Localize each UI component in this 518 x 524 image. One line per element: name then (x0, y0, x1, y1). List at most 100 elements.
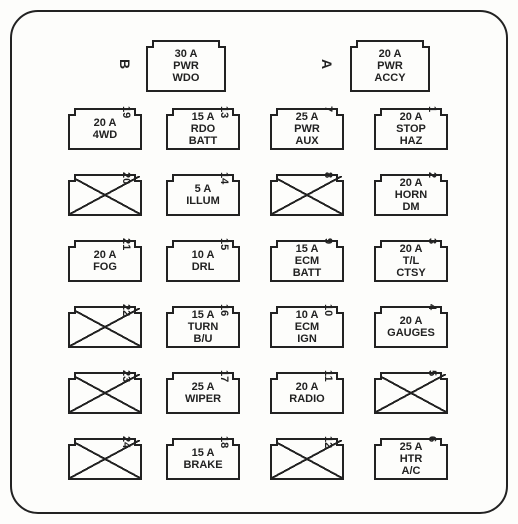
fuse-number: 1 (426, 106, 438, 126)
fuse-label-line: TURN (188, 321, 219, 333)
notch-icon (146, 40, 154, 48)
notch-icon (68, 306, 76, 314)
notch-icon (270, 240, 278, 248)
notch-icon (270, 438, 278, 446)
fuse-label-line: GAUGES (387, 327, 435, 339)
notch-icon (270, 306, 278, 314)
fuse-label-line: ILLUM (186, 195, 220, 207)
fuse-label-line: 10 A (296, 309, 319, 321)
fuse-label-line: RDO (191, 123, 215, 135)
fuse-slot-4: 420 AGAUGES (374, 306, 448, 348)
fuse-slot-14: 145 AILLUM (166, 174, 240, 216)
fuse-number: 4 (426, 304, 438, 324)
notch-icon (166, 306, 174, 314)
fuse-number: 10 (322, 304, 334, 324)
fuse-label-line: 25 A (296, 111, 319, 123)
side-label-b: B (117, 59, 133, 69)
fuse-label-line: AUX (295, 135, 318, 147)
fuse-label-line: 20 A (94, 117, 117, 129)
fuse-number: 9 (322, 238, 334, 258)
notch-icon (336, 240, 344, 248)
fuse-label-line: BRAKE (183, 459, 222, 471)
fuse-label-line: 15 A (296, 243, 319, 255)
fuse-label-line: 15 A (192, 111, 215, 123)
fuse-label-line: 20 A (400, 243, 423, 255)
fuse-number: 2 (426, 172, 438, 192)
fuse-label-line: 20 A (296, 381, 319, 393)
fuse-label-line: 20 A (400, 177, 423, 189)
fuse-label-line: ECM (295, 321, 319, 333)
fuse-label-line: B/U (194, 333, 213, 345)
fuse-label-line: RADIO (289, 393, 324, 405)
fuse-label-line: CTSY (396, 267, 425, 279)
fuse-slot-23: 23 (68, 372, 142, 414)
fuse-label-line: 25 A (400, 441, 423, 453)
fuse-number: 8 (322, 172, 334, 192)
fuse-slot-22: 22 (68, 306, 142, 348)
fuse-label-line: STOP (396, 123, 426, 135)
notch-icon (68, 438, 76, 446)
fuse-slot-5: 5 (374, 372, 448, 414)
notch-icon (232, 438, 240, 446)
fuse-slot-12: 12 (270, 438, 344, 480)
fuse-label-line: A/C (402, 465, 421, 477)
notch-icon (134, 174, 142, 182)
fuse-number: 18 (218, 436, 230, 456)
notch-icon (232, 240, 240, 248)
notch-icon (440, 306, 448, 314)
fuse-label-line: T/L (403, 255, 420, 267)
fuse-label-line: 15 A (192, 447, 215, 459)
fuse-slot-24: 24 (68, 438, 142, 480)
notch-icon (166, 174, 174, 182)
fuse-number: 21 (120, 238, 132, 258)
notch-icon (270, 108, 278, 116)
fuse-number: 7 (322, 106, 334, 126)
notch-icon (374, 306, 382, 314)
notch-icon (134, 108, 142, 116)
notch-icon (166, 108, 174, 116)
notch-icon (422, 40, 430, 48)
fuse-slot-18: 1815 ABRAKE (166, 438, 240, 480)
notch-icon (374, 372, 382, 380)
fuse-label-line: PWR (377, 60, 403, 72)
fuse-label-line: 20 A (379, 48, 402, 60)
notch-icon (336, 108, 344, 116)
fuse-slot-1: 120 ASTOPHAZ (374, 108, 448, 150)
fuse-slot-19: 1920 A4WD (68, 108, 142, 150)
notch-icon (166, 372, 174, 380)
fuse-number: 5 (426, 370, 438, 390)
fuse-label-line: IGN (297, 333, 317, 345)
fuse-slot-2: 220 AHORNDM (374, 174, 448, 216)
fuse-slot-17: 1725 AWIPER (166, 372, 240, 414)
fuse-number: 11 (322, 370, 334, 390)
fuse-slot-B: 30 APWRWDO (146, 40, 226, 92)
notch-icon (68, 240, 76, 248)
fuse-slot-7: 725 APWRAUX (270, 108, 344, 150)
fuse-label-line: 4WD (93, 129, 117, 141)
fuse-number: 22 (120, 304, 132, 324)
fuse-slot-A: 20 APWRACCY (350, 40, 430, 92)
notch-icon (232, 372, 240, 380)
fuse-slot-16: 1615 ATURNB/U (166, 306, 240, 348)
fuse-label-line: 20 A (94, 249, 117, 261)
fuse-label-line: PWR (173, 60, 199, 72)
fuse-slot-20: 20 (68, 174, 142, 216)
notch-icon (270, 372, 278, 380)
fuse-label-line: HTR (400, 453, 423, 465)
notch-icon (440, 438, 448, 446)
fuse-label-line: WIPER (185, 393, 221, 405)
fuse-slot-3: 320 AT/LCTSY (374, 240, 448, 282)
fuse-slot-9: 915 AECMBATT (270, 240, 344, 282)
fuse-panel: B A 30 APWRWDO20 APWRACCY1920 A4WD1315 A… (10, 10, 508, 514)
fuse-label-line: 20 A (400, 111, 423, 123)
notch-icon (270, 174, 278, 182)
notch-icon (134, 306, 142, 314)
fuse-label-line: HORN (395, 189, 427, 201)
fuse-slot-15: 1510 ADRL (166, 240, 240, 282)
fuse-label-line: ECM (295, 255, 319, 267)
fuse-label-line: BATT (189, 135, 218, 147)
fuse-label-line: PWR (294, 123, 320, 135)
notch-icon (68, 174, 76, 182)
fuse-number: 16 (218, 304, 230, 324)
fuse-slot-6: 625 AHTRA/C (374, 438, 448, 480)
